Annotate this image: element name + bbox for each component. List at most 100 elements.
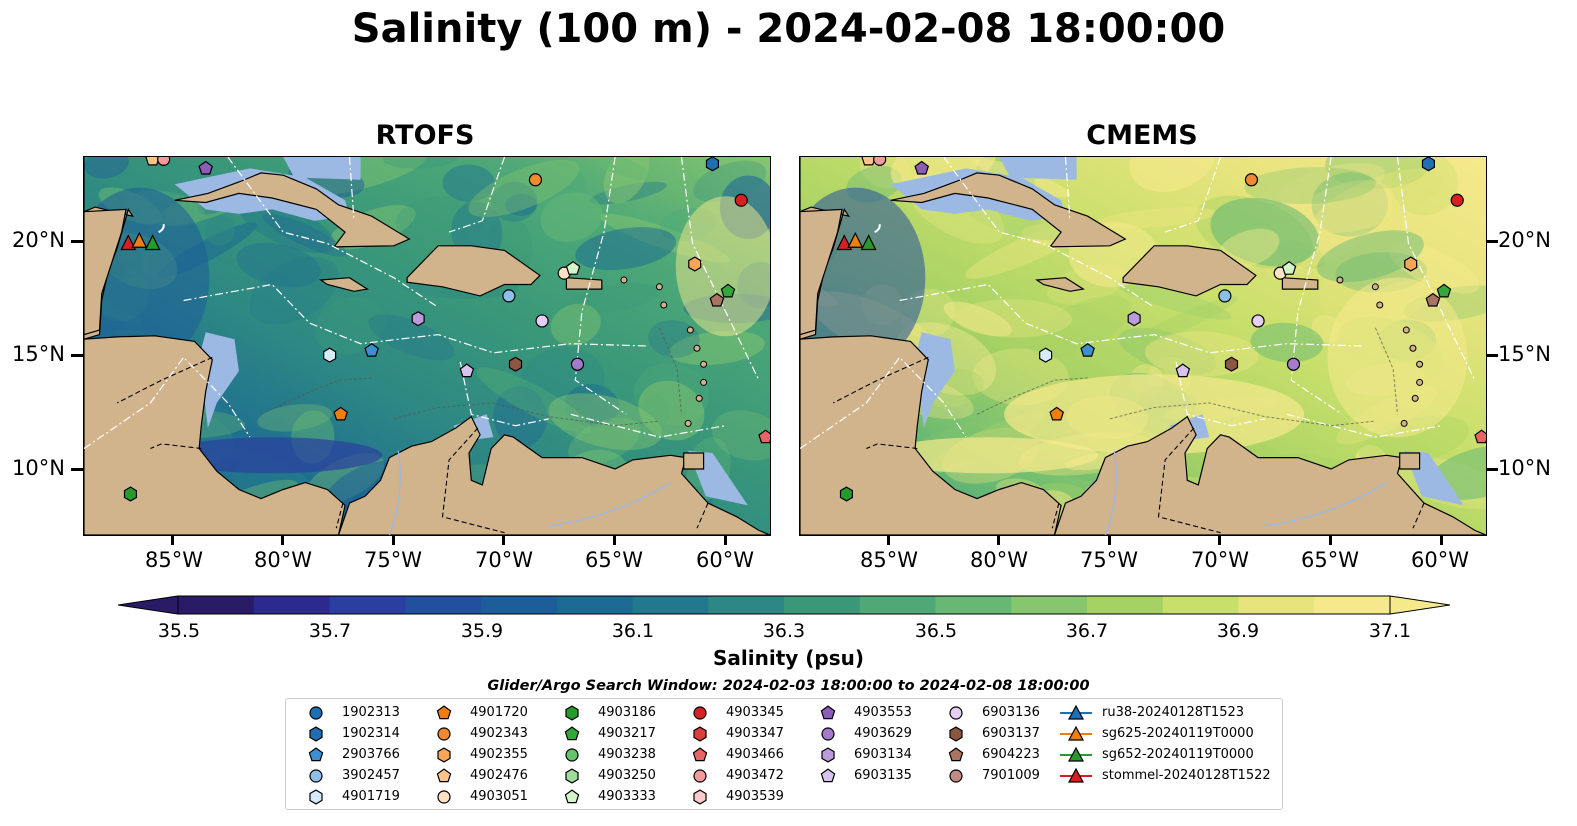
argo-float-marker[interactable] [1425,292,1441,307]
lon-major-tick [391,535,395,545]
lon-label-75w-cmems: 75°W [1080,548,1138,572]
argo-float-marker[interactable] [528,173,543,187]
argo-float-marker[interactable] [720,283,736,298]
argo-float-marker[interactable] [1244,173,1259,187]
argo-float-marker[interactable] [1436,283,1452,298]
argo-float-marker[interactable] [198,160,214,175]
legend-item-label: 7901009 [982,768,1040,783]
country-border [1412,502,1425,529]
lon-major-tick [170,535,174,545]
legend-circle-marker [309,769,323,783]
argo-float-marker[interactable] [1281,260,1297,275]
argo-float-marker[interactable] [709,292,725,307]
argo-float-marker[interactable] [323,347,337,363]
eddy-feature [943,301,1012,337]
lon-label-70w-cmems: 70°W [1191,548,1249,572]
argo-float-marker[interactable] [1218,289,1232,303]
argo-float-marker[interactable] [145,157,160,166]
argo-float-marker[interactable] [1450,193,1464,207]
argo-float-marker[interactable] [839,486,854,502]
eddy-feature [395,196,485,243]
island [695,394,703,402]
map-rtofs[interactable] [83,156,771,536]
argo-float-marker[interactable] [1080,342,1095,357]
argo-float-marker[interactable] [364,342,379,357]
argo-float-marker[interactable] [1251,314,1265,328]
argo-float-marker[interactable] [861,157,876,166]
island [700,360,708,368]
glider-marker[interactable] [860,234,877,251]
argo-float-marker[interactable] [535,314,549,328]
eddy-feature [1250,322,1324,363]
colorbar-outline [177,595,1391,615]
eddy-feature [1210,197,1319,267]
bathymetry-contour [260,377,372,415]
argo-float-marker[interactable] [508,356,523,372]
argo-float-marker[interactable] [123,486,138,502]
argo-float-marker[interactable] [734,193,748,207]
argo-float-marker[interactable] [459,363,475,378]
eddy-feature [1129,157,1216,193]
argo-float-marker[interactable] [1474,429,1486,444]
colorbar-bin [481,596,558,614]
argo-float-marker[interactable] [1286,357,1301,371]
eez-boundary [899,283,1365,354]
argo-float-marker[interactable] [411,311,425,327]
glider-marker[interactable] [131,231,148,248]
colorbar-bin [253,596,331,614]
eez-boundary [183,283,649,354]
argo-float-marker[interactable] [688,256,702,272]
argo-float-marker[interactable] [502,289,516,303]
glider-marker[interactable] [836,234,853,251]
legend-item-label: 4903629 [854,726,912,741]
land-puertoRico [565,277,603,290]
argo-float-marker[interactable] [1175,363,1191,378]
legend-circle-marker [693,769,707,783]
glider-marker[interactable] [847,231,864,248]
lon-major-tick [886,535,890,545]
country-border [1157,427,1221,534]
eddy-feature [568,417,641,466]
glider-marker[interactable] [144,234,161,251]
argo-float-marker[interactable] [1049,406,1065,421]
lat-label-20n-left: 20°N [12,228,65,252]
argo-float-marker[interactable] [758,429,770,444]
high-salinity-zone [675,196,770,337]
argo-float-marker[interactable] [333,406,349,421]
argo-float-marker[interactable] [565,260,581,275]
argo-float-marker[interactable] [705,157,720,172]
eddy-feature [639,395,671,427]
colorbar-tick: 35.7 [308,620,352,642]
eddy-feature [1111,278,1232,320]
legend-item-label: 1902314 [342,726,400,741]
panel-title-cmems: CMEMS [1086,120,1198,151]
lon-label-60w-rtofs: 60°W [696,548,754,572]
argo-float-marker[interactable] [1224,356,1239,372]
legend-pentagon-marker [820,768,836,783]
argo-float-marker[interactable] [873,157,887,166]
eddy-feature [442,164,495,202]
country-border [832,356,929,404]
eddy-feature [236,242,321,288]
map-cmems[interactable] [799,156,1487,536]
legend-pentagon-marker [564,726,580,741]
argo-float-marker[interactable] [1421,157,1436,172]
eddy-feature [1244,167,1376,205]
glider-marker[interactable] [120,234,137,251]
colorbar-bin [1011,596,1088,614]
lon-label-60w-cmems: 60°W [1411,548,1469,572]
eddy-feature [1278,162,1385,208]
eddy-feature [712,410,770,461]
legend-item-label: 6903134 [854,747,912,762]
argo-float-marker[interactable] [1039,347,1053,363]
argo-float-marker[interactable] [1127,311,1141,327]
colorbar-bin [1162,596,1240,614]
legend-hexagon-marker [565,705,579,721]
land-hispaniola [1122,245,1257,297]
country-border [335,502,344,529]
argo-float-marker[interactable] [570,357,585,371]
argo-float-marker[interactable] [1404,256,1418,272]
lon-label-65w-cmems: 65°W [1301,548,1359,572]
argo-float-marker[interactable] [157,157,171,166]
argo-float-marker[interactable] [914,160,930,175]
